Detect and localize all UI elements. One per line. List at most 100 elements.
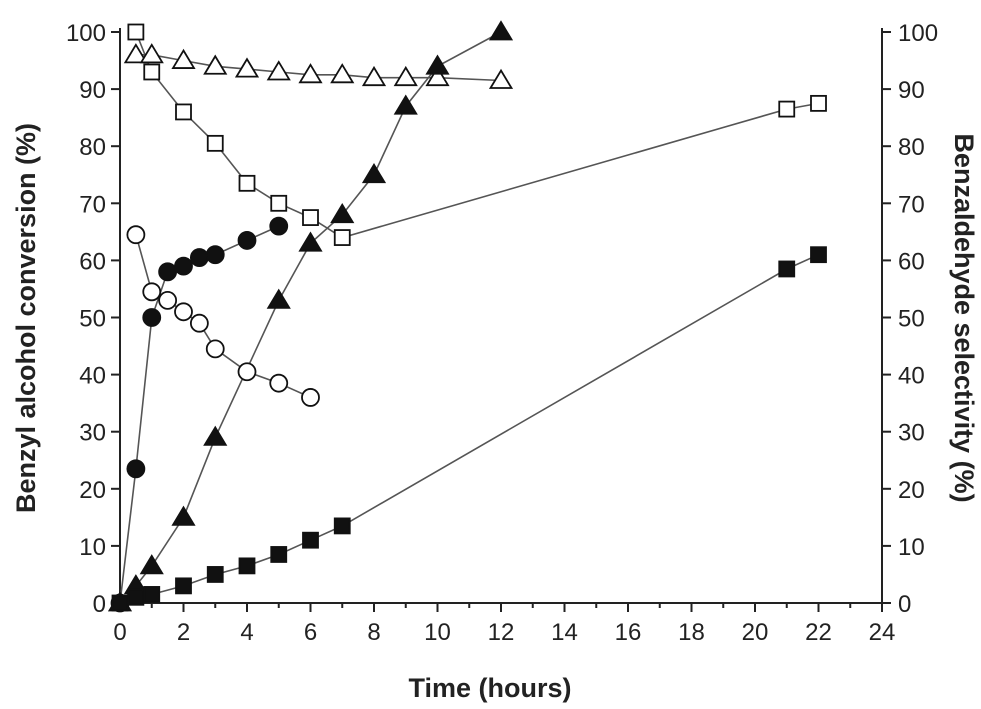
point-filled-circle (142, 308, 162, 327)
point-open-square (175, 103, 192, 121)
x-tick-label: 20 (742, 619, 769, 646)
point-filled-square (238, 557, 256, 575)
point-open-circle (237, 362, 257, 382)
y-tick-label: 50 (79, 306, 106, 333)
x-tick-label: 24 (869, 619, 896, 646)
point-open-square (238, 174, 256, 192)
point-filled-square (175, 577, 192, 595)
y2-tick-label: 10 (898, 534, 925, 561)
y2-tick-label: 90 (898, 77, 925, 104)
point-filled-circle (158, 262, 178, 282)
series-line-6 (119, 253, 819, 604)
y-tick-label: 20 (79, 477, 106, 504)
x-tick-label: 2 (177, 619, 190, 646)
point-filled-circle (205, 245, 225, 265)
x-tick-label: 0 (113, 619, 126, 646)
point-open-square (270, 194, 288, 212)
point-filled-square (270, 546, 288, 563)
point-open-circle (174, 302, 193, 322)
y2-tick-label: 50 (898, 306, 925, 333)
point-open-triangle (330, 63, 355, 84)
point-open-triangle (361, 65, 387, 87)
point-filled-square (810, 246, 827, 264)
y2-tick-label: 70 (898, 191, 925, 218)
point-filled-triangle (361, 163, 387, 184)
point-filled-square (333, 517, 351, 535)
y-tick-label: 70 (79, 191, 106, 218)
x-axis-label: Time (hours) (408, 673, 571, 703)
x-tick-label: 4 (240, 619, 253, 646)
point-open-circle (158, 290, 178, 310)
point-open-circle (126, 225, 146, 245)
series-lines (119, 31, 819, 604)
point-open-triangle (203, 54, 228, 75)
point-filled-triangle (488, 20, 514, 41)
point-open-triangle (171, 48, 196, 69)
point-filled-square (143, 586, 161, 603)
y-tick-label: 0 (93, 591, 106, 618)
point-open-triangle (298, 63, 323, 84)
point-filled-triangle (425, 54, 450, 75)
point-open-circle (301, 388, 320, 407)
y-tick-label: 100 (66, 20, 106, 47)
point-open-square (143, 63, 161, 81)
point-open-circle (189, 313, 209, 333)
y-tick-label: 60 (79, 248, 106, 275)
point-open-triangle (488, 68, 514, 89)
x-tick-label: 10 (424, 619, 451, 646)
point-open-square (778, 100, 796, 118)
point-filled-square (206, 566, 224, 583)
series-line-4 (119, 225, 280, 604)
y-tick-label: 40 (79, 363, 106, 390)
point-filled-triangle (203, 425, 228, 446)
point-open-triangle (139, 43, 164, 64)
y2-tick-label: 60 (898, 248, 925, 275)
point-open-square (206, 134, 224, 152)
axes (111, 28, 891, 612)
y2-axis-label: Benzaldehyde selectivity (%) (949, 133, 979, 502)
point-open-triangle (266, 60, 291, 81)
x-tick-label: 14 (551, 619, 578, 646)
y2-tick-label: 0 (898, 591, 911, 618)
y2-tick-label: 20 (898, 477, 925, 504)
y-tick-label: 10 (79, 534, 106, 561)
point-open-circle (269, 373, 289, 393)
x-tick-label: 16 (615, 619, 642, 646)
point-open-triangle (234, 57, 260, 78)
tick-labels: 0 2 4 6 8 10 12 14 16 18 20 22 240102030405060708090… (66, 20, 938, 646)
point-open-triangle (425, 65, 450, 87)
x-tick-label: 12 (488, 619, 515, 646)
y2-tick-label: 80 (898, 134, 925, 161)
y-axis-label: Benzyl alcohol conversion (%) (11, 123, 41, 513)
point-filled-circle (126, 459, 146, 479)
point-filled-triangle (330, 202, 355, 224)
point-filled-triangle (393, 94, 418, 115)
point-open-square (127, 23, 145, 41)
y-tick-label: 90 (79, 77, 106, 104)
point-filled-circle (237, 231, 257, 250)
point-filled-triangle (266, 288, 291, 309)
point-filled-square (127, 588, 145, 606)
x-tick-label: 6 (304, 619, 317, 646)
x-tick-label: 8 (367, 619, 380, 646)
x-tick-label: 22 (805, 619, 832, 646)
point-open-triangle (393, 65, 418, 87)
data-points (107, 20, 827, 613)
point-open-triangle (123, 43, 148, 64)
point-open-circle (205, 339, 225, 359)
point-filled-triangle (171, 505, 196, 526)
point-filled-circle (269, 216, 289, 236)
point-filled-square (778, 260, 796, 278)
point-filled-square (111, 594, 129, 612)
series-line-2 (135, 31, 819, 239)
point-filled-circle (189, 248, 209, 267)
point-open-square (333, 229, 351, 246)
point-open-circle (142, 282, 162, 302)
point-open-square (810, 94, 827, 112)
point-filled-triangle (139, 554, 164, 575)
y-tick-label: 30 (79, 420, 106, 447)
point-filled-square (302, 531, 319, 549)
y2-tick-label: 40 (898, 363, 925, 390)
x-tick-label: 18 (678, 619, 705, 646)
